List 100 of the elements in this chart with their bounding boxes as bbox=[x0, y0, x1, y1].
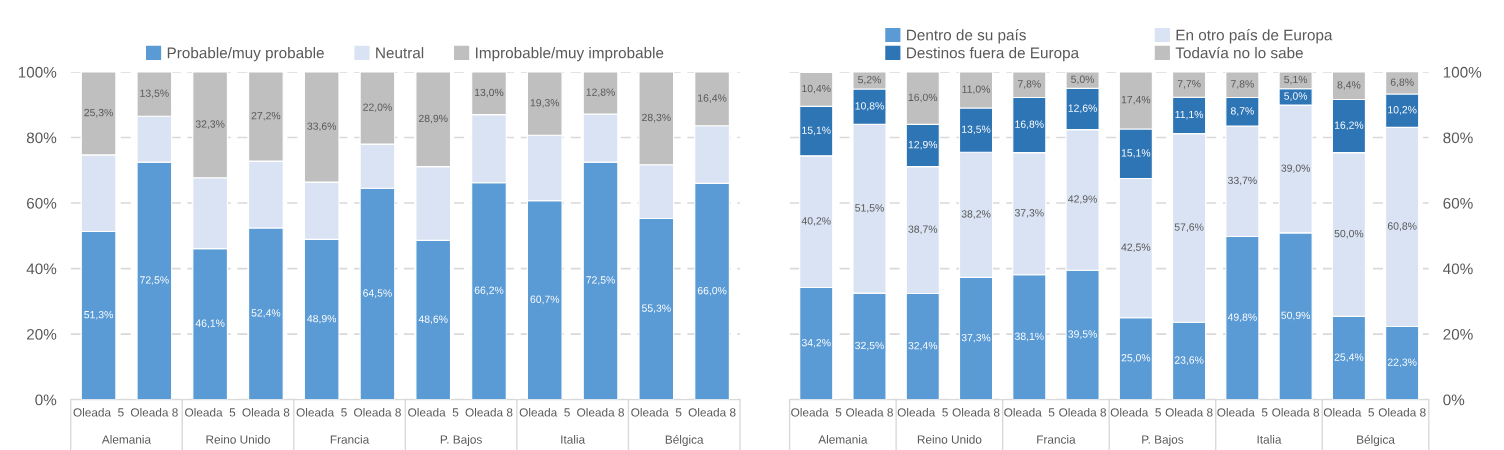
data-label: 50,0% bbox=[1334, 229, 1364, 239]
data-label: 13,0% bbox=[475, 88, 504, 98]
x-tick-label: Oleada 8 bbox=[354, 407, 401, 417]
data-label: 19,3% bbox=[530, 99, 560, 108]
data-label: 15,1% bbox=[802, 126, 831, 136]
data-label: 32,4% bbox=[908, 341, 938, 351]
x-tick-label: Oleada 8 bbox=[1165, 407, 1213, 417]
data-label: 55,3% bbox=[641, 304, 671, 314]
data-label: 52,4% bbox=[251, 309, 281, 318]
data-label: 42,9% bbox=[1068, 195, 1097, 204]
y-tick-label: 40% bbox=[26, 263, 57, 275]
data-label: 28,9% bbox=[418, 114, 448, 124]
x-tick-label: Oleada 5 bbox=[73, 407, 124, 417]
x-tick-label: Oleada 5 bbox=[631, 407, 682, 417]
data-label: 5,1% bbox=[1284, 75, 1308, 85]
data-label: 28,3% bbox=[642, 113, 671, 123]
data-label: 39,0% bbox=[1281, 164, 1311, 173]
text: Reino Unido bbox=[917, 435, 982, 444]
x-tick-label: Oleada 5 bbox=[1004, 407, 1055, 417]
y-tick-label: 100% bbox=[18, 66, 57, 78]
data-label: 13,5% bbox=[962, 125, 991, 135]
x-tick-label: Oleada 8 bbox=[1272, 407, 1320, 417]
legend-label: Improbable/muy improbable bbox=[476, 47, 664, 62]
data-label: 51,3% bbox=[84, 310, 113, 320]
x-tick-label: Oleada 8 bbox=[1059, 407, 1107, 417]
data-label: 25,0% bbox=[1121, 354, 1151, 363]
legend-label: Destinos fuera de Europa bbox=[907, 47, 1080, 62]
text: P. Bajos bbox=[1142, 435, 1184, 447]
data-label: 16,2% bbox=[1334, 121, 1364, 131]
data-label: 10,4% bbox=[802, 84, 831, 94]
data-label: 33,7% bbox=[1228, 176, 1257, 186]
data-label: 72,5% bbox=[140, 276, 169, 285]
x-tick-label: Oleada 8 bbox=[952, 407, 1000, 417]
y2-tick-label: 80% bbox=[1443, 132, 1473, 144]
data-label: 48,6% bbox=[418, 315, 448, 325]
data-label: 16,4% bbox=[698, 94, 727, 103]
text: Francia bbox=[330, 435, 370, 444]
data-label: 7,7% bbox=[1177, 80, 1201, 89]
data-label: 66,0% bbox=[697, 286, 727, 296]
legend-label: Dentro de su país bbox=[907, 29, 1026, 44]
data-label: 25,4% bbox=[1334, 353, 1364, 363]
data-label: 49,8% bbox=[1227, 313, 1257, 323]
data-label: 32,3% bbox=[195, 120, 225, 129]
text: Alemania bbox=[101, 435, 152, 444]
legend-label: En otro país de Europa bbox=[1176, 29, 1333, 44]
data-label: 60,8% bbox=[1387, 222, 1417, 231]
data-label: 50,9% bbox=[1281, 311, 1311, 321]
y2-tick-label: 40% bbox=[1443, 263, 1473, 275]
data-label: 7,8% bbox=[1017, 80, 1041, 89]
text: Bélgica bbox=[665, 434, 704, 447]
data-label: 8,7% bbox=[1230, 107, 1254, 116]
x-tick-label: Oleada 5 bbox=[1110, 407, 1161, 417]
x-tick-label: Oleada 8 bbox=[577, 407, 624, 417]
data-label: 38,1% bbox=[1014, 332, 1044, 342]
data-label: 66,2% bbox=[474, 286, 504, 296]
x-tick-label: Oleada 5 bbox=[296, 407, 347, 417]
data-label: 16,8% bbox=[1015, 120, 1044, 130]
text: Italia bbox=[1257, 435, 1282, 444]
legend-label: Probable/muy probable bbox=[167, 47, 324, 62]
data-label: 12,9% bbox=[908, 140, 938, 150]
data-label: 6,8% bbox=[1390, 78, 1414, 87]
x-tick-label: Oleada 5 bbox=[185, 407, 236, 417]
data-label: 8,4% bbox=[1337, 81, 1361, 90]
x-tick-label: Oleada 5 bbox=[519, 407, 570, 417]
x-tick-label: Oleada 8 bbox=[242, 407, 290, 417]
data-label: 13,5% bbox=[140, 89, 169, 99]
data-label: 16,0% bbox=[908, 93, 938, 103]
y-tick-label: 60% bbox=[27, 197, 57, 209]
legend-label: Todavía no lo sabe bbox=[1175, 46, 1303, 59]
x-tick-label: Oleada 8 bbox=[846, 407, 893, 417]
data-label: 72,5% bbox=[586, 276, 615, 285]
data-label: 38,7% bbox=[908, 225, 938, 235]
legend-label: Neutral bbox=[376, 47, 424, 59]
x-tick-label: Oleada 8 bbox=[1378, 407, 1426, 417]
text: Bélgica bbox=[1357, 434, 1395, 447]
data-label: 51,5% bbox=[855, 204, 884, 213]
data-label: 5,2% bbox=[858, 75, 881, 85]
data-label: 32,5% bbox=[855, 341, 884, 351]
y2-tick-label: 100% bbox=[1443, 66, 1482, 78]
data-label: 15,1% bbox=[1121, 149, 1151, 158]
data-label: 12,6% bbox=[1068, 104, 1097, 114]
y2-tick-label: 60% bbox=[1443, 197, 1473, 209]
data-label: 48,9% bbox=[307, 314, 337, 324]
text: P. Bajos bbox=[440, 435, 482, 447]
x-tick-label: Oleada 5 bbox=[791, 407, 842, 417]
data-label: 11,0% bbox=[962, 85, 991, 95]
x-tick-label: Oleada 5 bbox=[1323, 407, 1374, 417]
data-label: 60,7% bbox=[530, 295, 560, 305]
data-label: 17,4% bbox=[1121, 95, 1151, 105]
data-label: 10,8% bbox=[855, 102, 884, 111]
data-label: 38,2% bbox=[961, 210, 991, 219]
data-label: 37,3% bbox=[1014, 209, 1044, 218]
text: Alemania bbox=[818, 435, 868, 444]
data-label: 34,2% bbox=[801, 339, 831, 348]
data-label: 33,6% bbox=[307, 122, 337, 132]
data-label: 25,3% bbox=[84, 108, 113, 118]
x-tick-label: Oleada 8 bbox=[130, 407, 178, 417]
text: Reino Unido bbox=[206, 435, 270, 444]
data-label: 40,2% bbox=[801, 217, 831, 226]
text: Italia bbox=[561, 435, 586, 444]
